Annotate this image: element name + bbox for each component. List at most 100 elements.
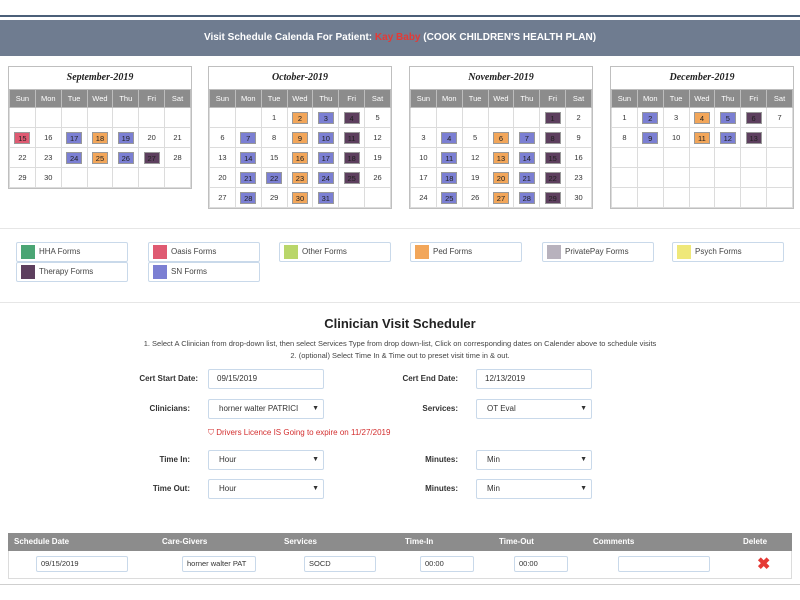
scheduled-visit-day[interactable]: 25 xyxy=(343,171,360,184)
calendar-day[interactable] xyxy=(714,187,742,208)
calendar-day[interactable] xyxy=(86,167,114,188)
calendar-day[interactable] xyxy=(636,147,664,168)
calendar-day[interactable] xyxy=(636,167,664,188)
calendar-day[interactable]: 4 xyxy=(338,107,366,128)
calendar-day[interactable]: 20 xyxy=(209,167,236,188)
service-field[interactable]: SOCD xyxy=(304,556,376,572)
patient-name[interactable]: Kay Baby xyxy=(374,32,421,43)
care-giver-field[interactable]: horner walter PAT xyxy=(182,556,256,572)
scheduled-visit-day[interactable]: 1 xyxy=(544,111,561,124)
scheduled-visit-day[interactable]: 9 xyxy=(291,131,308,144)
scheduled-visit-day[interactable]: 28 xyxy=(518,191,535,204)
calendar-day[interactable]: 8 xyxy=(260,127,288,148)
scheduled-visit-day[interactable]: 22 xyxy=(544,171,561,184)
calendar-day[interactable]: 3 xyxy=(312,107,340,128)
calendar-day[interactable]: 31 xyxy=(312,187,340,208)
calendar-day[interactable]: 13 xyxy=(209,147,236,168)
calendar-day[interactable]: 13 xyxy=(740,127,768,148)
scheduled-visit-day[interactable]: 14 xyxy=(240,151,257,164)
calendar-day[interactable]: 23 xyxy=(565,167,592,188)
calendar-day[interactable] xyxy=(688,187,716,208)
calendar-day[interactable]: 27 xyxy=(138,147,166,168)
scheduled-visit-day[interactable]: 20 xyxy=(492,171,509,184)
calendar-day[interactable]: 24 xyxy=(410,187,437,208)
calendar-day[interactable]: 15 xyxy=(9,127,36,148)
scheduled-visit-day[interactable]: 27 xyxy=(492,191,509,204)
calendar-day[interactable]: 4 xyxy=(688,107,716,128)
calendar-day[interactable] xyxy=(410,107,437,128)
calendar-day[interactable]: 1 xyxy=(611,107,638,128)
scheduled-visit-day[interactable]: 21 xyxy=(518,171,535,184)
calendar-day[interactable]: 7 xyxy=(513,127,541,148)
calendar-day[interactable] xyxy=(513,107,541,128)
scheduled-visit-day[interactable]: 11 xyxy=(343,131,360,144)
scheduled-visit-day[interactable]: 9 xyxy=(642,131,659,144)
calendar-day[interactable]: 12 xyxy=(364,127,391,148)
scheduled-visit-day[interactable]: 15 xyxy=(14,131,31,144)
calendar-day[interactable] xyxy=(611,187,638,208)
calendar-day[interactable]: 17 xyxy=(60,127,88,148)
calendar-day[interactable]: 6 xyxy=(209,127,236,148)
time-in-select[interactable]: Hour ▼ xyxy=(208,450,324,470)
calendar-day[interactable]: 7 xyxy=(234,127,262,148)
calendar-day[interactable] xyxy=(662,147,690,168)
scheduled-visit-day[interactable]: 17 xyxy=(66,131,83,144)
calendar-day[interactable]: 11 xyxy=(338,127,366,148)
scheduled-visit-day[interactable]: 13 xyxy=(745,131,762,144)
cert-end-field[interactable]: 12/13/2019 xyxy=(476,369,592,389)
calendar-day[interactable]: 14 xyxy=(234,147,262,168)
calendar-day[interactable]: 1 xyxy=(539,107,567,128)
calendar-day[interactable]: 21 xyxy=(513,167,541,188)
services-select[interactable]: OT Eval ▼ xyxy=(476,399,592,419)
scheduled-visit-day[interactable]: 5 xyxy=(719,111,736,124)
scheduled-visit-day[interactable]: 18 xyxy=(441,171,458,184)
scheduled-visit-day[interactable]: 23 xyxy=(291,171,308,184)
calendar-day[interactable]: 19 xyxy=(364,147,391,168)
clinician-select[interactable]: horner walter PATRICI ▼ xyxy=(208,399,324,419)
calendar-day[interactable] xyxy=(209,107,236,128)
schedule-date-field[interactable]: 09/15/2019 xyxy=(36,556,128,572)
scheduled-visit-day[interactable]: 17 xyxy=(317,151,334,164)
scheduled-visit-day[interactable]: 3 xyxy=(317,111,334,124)
scheduled-visit-day[interactable]: 26 xyxy=(117,151,134,164)
calendar-day[interactable]: 5 xyxy=(714,107,742,128)
scheduled-visit-day[interactable]: 2 xyxy=(291,111,308,124)
scheduled-visit-day[interactable]: 6 xyxy=(492,131,509,144)
calendar-day[interactable]: 9 xyxy=(286,127,314,148)
calendar-day[interactable]: 5 xyxy=(461,127,489,148)
calendar-day[interactable]: 19 xyxy=(112,127,140,148)
calendar-day[interactable] xyxy=(60,107,88,128)
calendar-day[interactable] xyxy=(740,187,768,208)
calendar-day[interactable] xyxy=(112,167,140,188)
scheduled-visit-day[interactable]: 4 xyxy=(343,111,360,124)
scheduled-visit-day[interactable]: 10 xyxy=(317,131,334,144)
calendar-day[interactable]: 17 xyxy=(410,167,437,188)
calendar-day[interactable]: 2 xyxy=(636,107,664,128)
calendar-day[interactable]: 3 xyxy=(662,107,690,128)
calendar-day[interactable]: 28 xyxy=(513,187,541,208)
calendar-day[interactable] xyxy=(662,167,690,188)
calendar-day[interactable] xyxy=(636,187,664,208)
calendar-day[interactable] xyxy=(461,107,489,128)
calendar-day[interactable]: 21 xyxy=(234,167,262,188)
scheduled-visit-day[interactable]: 12 xyxy=(719,131,736,144)
calendar-day[interactable]: 13 xyxy=(487,147,515,168)
calendar-day[interactable]: 22 xyxy=(539,167,567,188)
calendar-day[interactable]: 21 xyxy=(164,127,191,148)
calendar-day[interactable]: 12 xyxy=(714,127,742,148)
scheduled-visit-day[interactable]: 27 xyxy=(143,151,160,164)
calendar-day[interactable]: 10 xyxy=(312,127,340,148)
scheduled-visit-day[interactable]: 8 xyxy=(544,131,561,144)
calendar-day[interactable]: 16 xyxy=(565,147,592,168)
calendar-day[interactable]: 10 xyxy=(410,147,437,168)
time-in-field[interactable]: 00:00 xyxy=(420,556,474,572)
calendar-day[interactable]: 30 xyxy=(34,167,62,188)
calendar-day[interactable] xyxy=(60,167,88,188)
scheduled-visit-day[interactable]: 7 xyxy=(518,131,535,144)
calendar-day[interactable]: 7 xyxy=(766,107,793,128)
calendar-day[interactable]: 28 xyxy=(164,147,191,168)
comments-field[interactable] xyxy=(618,556,710,572)
calendar-day[interactable] xyxy=(138,167,166,188)
calendar-day[interactable]: 22 xyxy=(260,167,288,188)
calendar-day[interactable]: 26 xyxy=(364,167,391,188)
